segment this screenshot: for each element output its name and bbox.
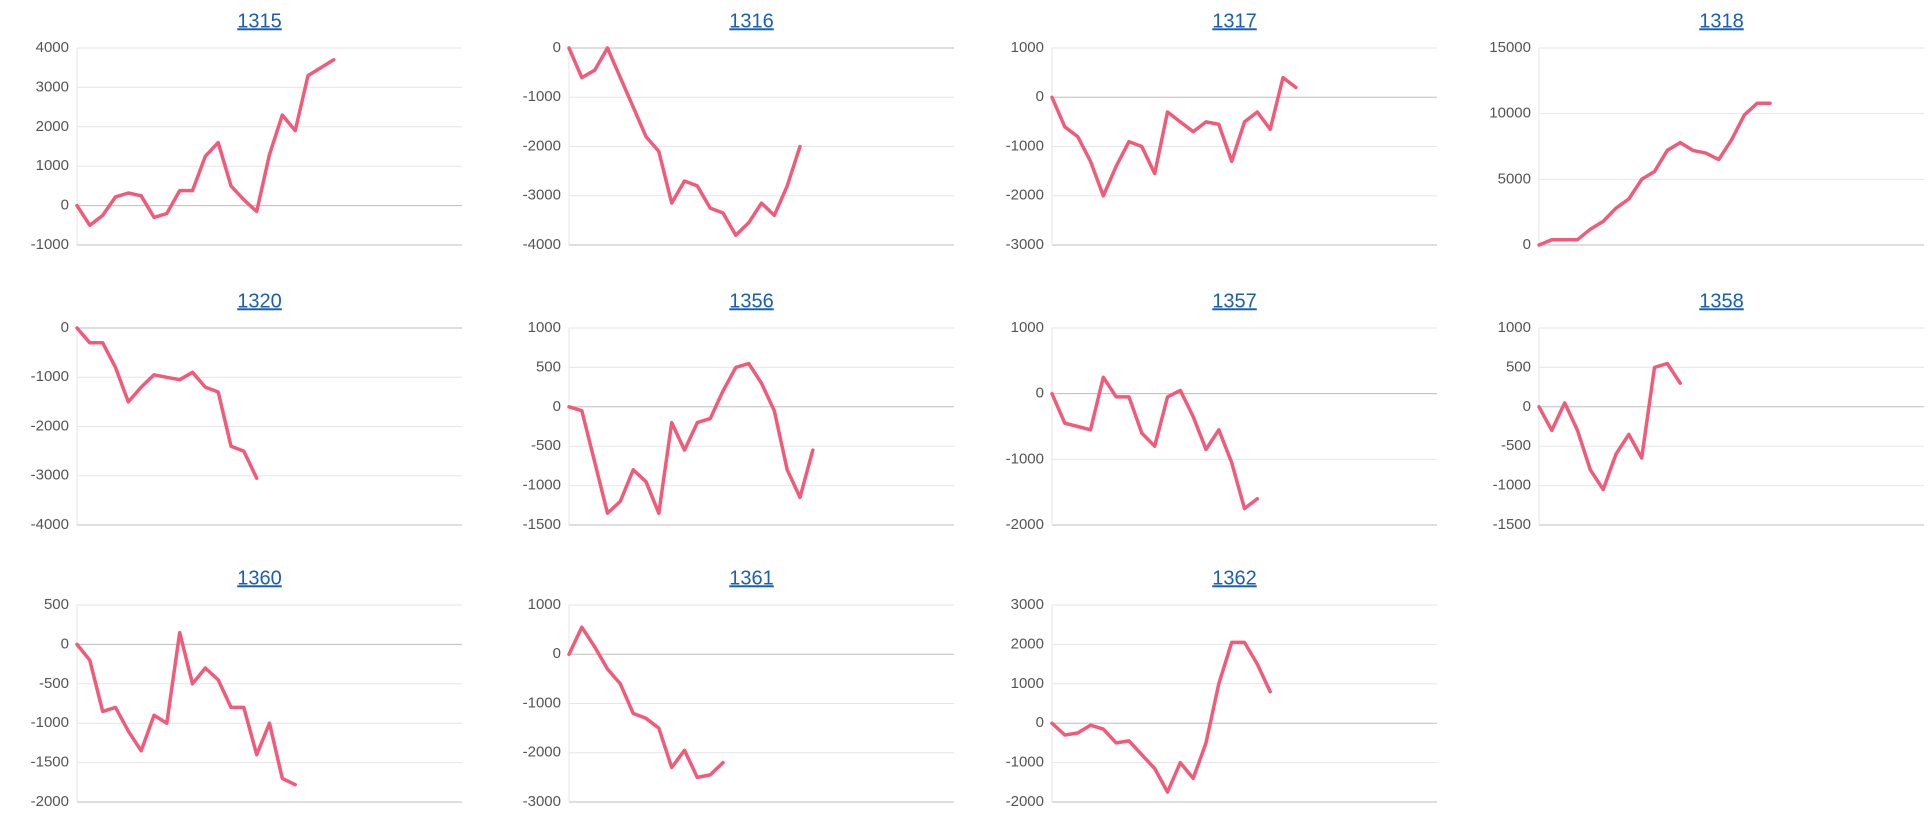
data-line — [1050, 75, 1298, 198]
y-tick-label: -500 — [531, 437, 561, 454]
y-tick-label: 0 — [553, 398, 561, 415]
y-tick-label: -2000 — [1006, 187, 1044, 204]
y-tick-label: -1000 — [1006, 137, 1044, 154]
y-tick-label: -500 — [1501, 437, 1531, 454]
y-tick-label: -1500 — [31, 754, 69, 771]
y-tick-label: -2000 — [1006, 793, 1044, 810]
data-line — [75, 326, 259, 480]
data-line — [75, 58, 336, 228]
data-line — [1050, 375, 1260, 511]
y-tick-label: 0 — [1523, 236, 1531, 253]
chart-title-link[interactable]: 1360 — [237, 567, 282, 589]
y-tick-label: -1000 — [1493, 477, 1531, 494]
y-tick-label: 1000 — [528, 319, 561, 336]
y-tick-label: -1000 — [523, 477, 561, 494]
y-tick-label: -1000 — [31, 368, 69, 385]
y-tick-label: 15000 — [1489, 39, 1531, 56]
y-tick-label: 5000 — [1498, 170, 1531, 187]
y-tick-label: -3000 — [523, 793, 561, 810]
data-line — [567, 625, 725, 780]
y-tick-label: -500 — [39, 675, 69, 692]
y-tick-label: -4000 — [31, 516, 69, 533]
y-tick-label: -2000 — [31, 793, 69, 810]
y-tick-label: 10000 — [1489, 105, 1531, 122]
y-tick-label: -1000 — [1006, 754, 1044, 771]
chart-title-link[interactable]: 1317 — [1212, 10, 1257, 32]
y-tick-label: 4000 — [36, 39, 69, 56]
y-tick-label: 500 — [44, 596, 69, 613]
chart-title-link[interactable]: 1315 — [237, 10, 282, 32]
y-tick-label: -4000 — [523, 236, 561, 253]
y-tick-label: 500 — [1506, 358, 1531, 375]
y-tick-label: -1000 — [31, 714, 69, 731]
chart-title-link[interactable]: 1358 — [1699, 290, 1744, 312]
y-tick-label: -2000 — [523, 137, 561, 154]
chart-title-link[interactable]: 1361 — [729, 567, 774, 589]
data-line — [75, 630, 297, 787]
y-tick-label: 0 — [61, 319, 69, 336]
chart-title-link[interactable]: 1320 — [237, 290, 282, 312]
y-tick-label: 1000 — [1011, 39, 1044, 56]
y-tick-label: 0 — [61, 197, 69, 214]
y-tick-label: 1000 — [528, 596, 561, 613]
data-line — [1537, 101, 1772, 247]
y-tick-label: 1000 — [1498, 319, 1531, 336]
data-line — [567, 361, 815, 515]
y-tick-label: -2000 — [31, 417, 69, 434]
y-tick-label: -1000 — [1006, 450, 1044, 467]
y-tick-label: 3000 — [36, 78, 69, 95]
chart-title-link[interactable]: 1356 — [729, 290, 774, 312]
y-tick-label: -1000 — [31, 236, 69, 253]
y-tick-label: 1000 — [1011, 675, 1044, 692]
y-tick-label: 0 — [1036, 714, 1044, 731]
y-tick-label: -1500 — [523, 516, 561, 533]
y-tick-label: 500 — [536, 358, 561, 375]
chart-title-link[interactable]: 1316 — [729, 10, 774, 32]
data-line — [1050, 640, 1272, 794]
y-tick-label: -2000 — [523, 744, 561, 761]
y-tick-label: 3000 — [1011, 596, 1044, 613]
y-tick-label: -3000 — [31, 467, 69, 484]
y-tick-label: -1000 — [523, 88, 561, 105]
y-tick-label: 2000 — [1011, 635, 1044, 652]
y-tick-label: -3000 — [523, 187, 561, 204]
y-tick-label: -3000 — [1006, 236, 1044, 253]
y-tick-label: -1500 — [1493, 516, 1531, 533]
y-tick-label: 1000 — [36, 157, 69, 174]
y-tick-label: 1000 — [1011, 319, 1044, 336]
y-tick-label: 0 — [1036, 88, 1044, 105]
y-tick-label: 0 — [1036, 385, 1044, 402]
y-tick-label: -1000 — [523, 694, 561, 711]
y-tick-label: 0 — [1523, 398, 1531, 415]
chart-title-link[interactable]: 1318 — [1699, 10, 1744, 32]
y-tick-label: 0 — [553, 645, 561, 662]
y-tick-label: 0 — [61, 635, 69, 652]
chart-title-link[interactable]: 1357 — [1212, 290, 1257, 312]
y-tick-label: 0 — [553, 39, 561, 56]
data-line — [1537, 361, 1682, 492]
chart-title-link[interactable]: 1362 — [1212, 567, 1257, 589]
y-tick-label: -2000 — [1006, 516, 1044, 533]
data-line — [567, 46, 802, 237]
y-tick-label: 2000 — [36, 118, 69, 135]
